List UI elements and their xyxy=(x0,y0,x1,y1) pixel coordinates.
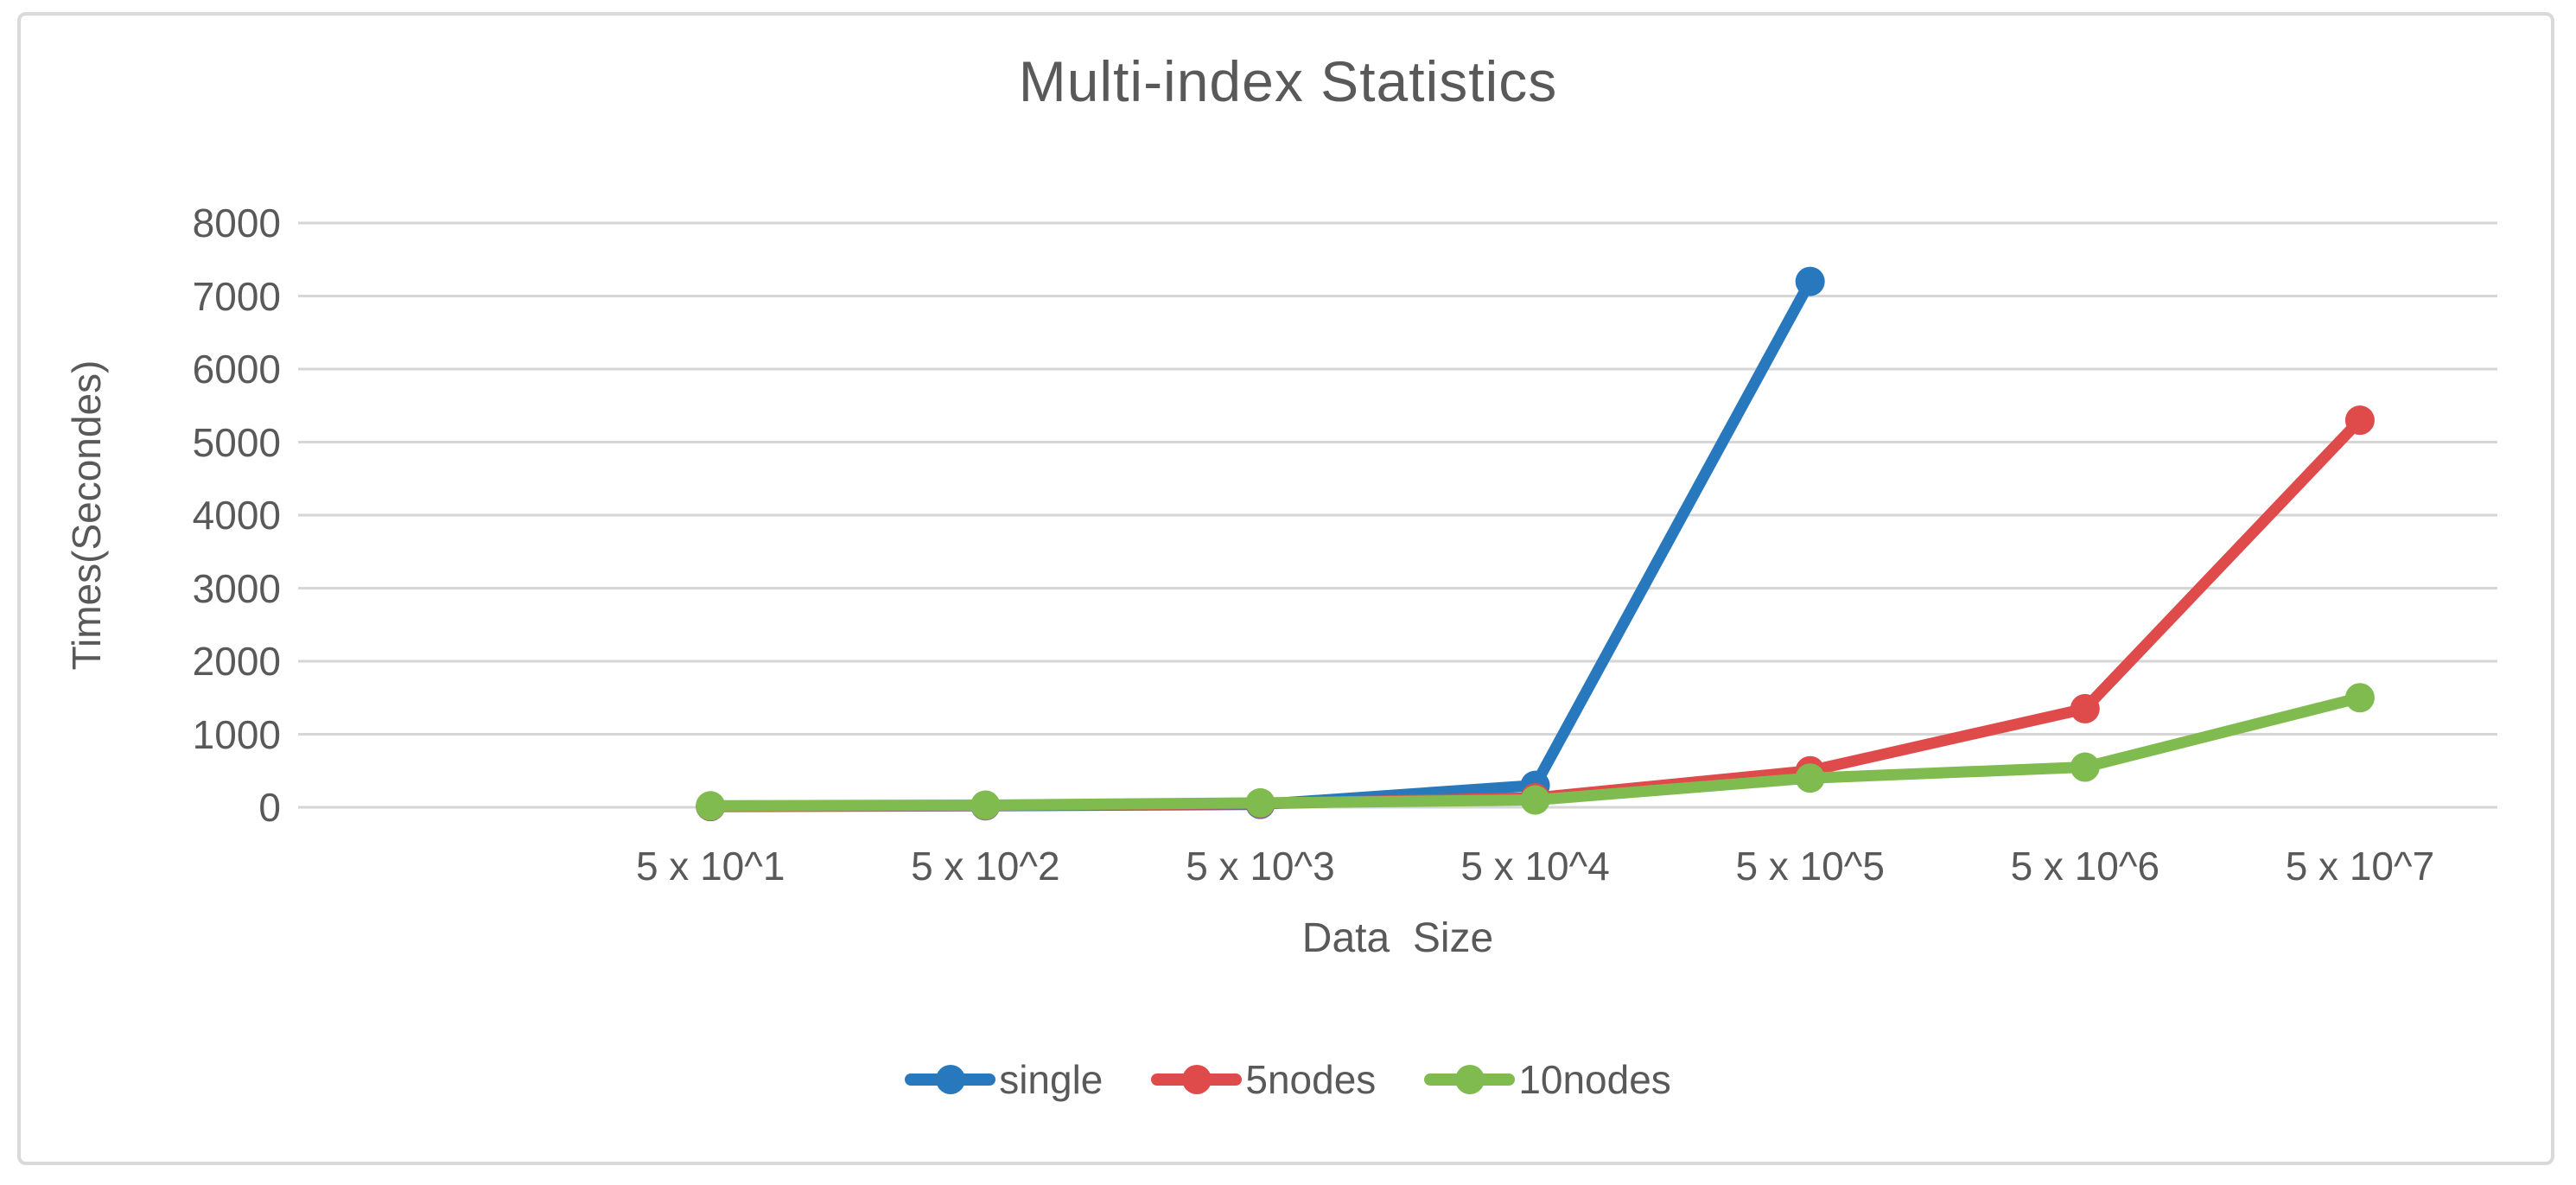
x-axis-title: Data Size xyxy=(1301,915,1494,961)
data-point-10nodes-5 xyxy=(1795,763,1825,793)
x-tick-label-5: 5 x 10^5 xyxy=(1735,844,1885,889)
legend-marker-icon xyxy=(1151,1064,1243,1095)
y-tick-label-2000: 2000 xyxy=(192,639,281,684)
legend-dot xyxy=(1454,1065,1485,1094)
legend-dot xyxy=(1181,1065,1212,1094)
y-tick-label-8000: 8000 xyxy=(192,201,281,245)
data-point-5nodes-7 xyxy=(2344,405,2375,436)
series-line-single xyxy=(704,276,1816,812)
chart-title: Multi-index Statistics xyxy=(1018,49,1558,113)
y-tick-label-0: 0 xyxy=(258,785,281,830)
y-tick-label-1000: 1000 xyxy=(192,711,281,757)
x-tick-label-4: 5 x 10^4 xyxy=(1460,844,1610,889)
data-point-10nodes-7 xyxy=(2344,683,2375,713)
x-tick-label-1: 5 x 10^1 xyxy=(635,844,786,889)
legend-label: 10nodes xyxy=(1518,1057,1671,1102)
y-tick-label-4000: 4000 xyxy=(192,493,281,538)
x-tick-label-2: 5 x 10^2 xyxy=(911,844,1060,889)
data-point-10nodes-6 xyxy=(2070,752,2100,782)
x-tick-label-3: 5 x 10^3 xyxy=(1186,844,1335,889)
x-tick-label-6: 5 x 10^6 xyxy=(2010,844,2160,889)
data-point-10nodes-3 xyxy=(1245,787,1275,818)
y-tick-label-5000: 5000 xyxy=(192,419,281,465)
legend-label: single xyxy=(999,1057,1104,1102)
legend: single 5nodes 10nodes xyxy=(0,1056,2576,1103)
y-tick-label-3000: 3000 xyxy=(192,565,281,611)
data-point-5nodes-6 xyxy=(2070,693,2100,723)
y-tick-label-6000: 6000 xyxy=(192,347,281,392)
y-tick-label-7000: 7000 xyxy=(192,273,281,319)
legend-marker-icon xyxy=(1424,1064,1516,1095)
x-tick-label-7: 5 x 10^7 xyxy=(2285,844,2435,889)
series-line-5nodes xyxy=(704,414,2366,812)
legend-label: 5nodes xyxy=(1245,1057,1377,1102)
legend-dot xyxy=(935,1065,965,1094)
legend-item-10nodes: 10nodes xyxy=(1424,1056,1671,1103)
legend-marker-icon xyxy=(905,1064,996,1095)
data-point-10nodes-2 xyxy=(970,790,1001,820)
chart-border xyxy=(17,12,2554,1165)
legend-item-5nodes: 5nodes xyxy=(1151,1056,1376,1103)
data-point-10nodes-4 xyxy=(1520,785,1550,815)
legend-item-single: single xyxy=(905,1056,1103,1103)
data-point-single-5 xyxy=(1795,266,1825,296)
data-point-10nodes-1 xyxy=(696,791,726,821)
